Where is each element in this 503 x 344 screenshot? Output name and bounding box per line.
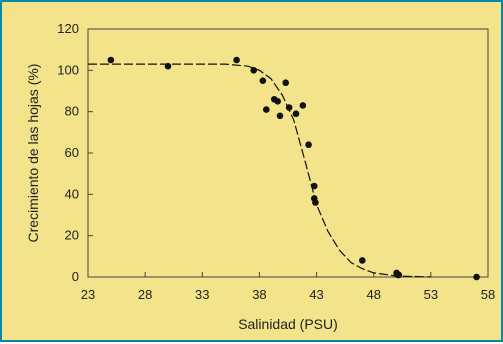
data-points [107, 56, 480, 281]
y-tick-label: 80 [65, 104, 79, 119]
data-point [259, 77, 267, 84]
data-point [107, 56, 115, 64]
data-point [282, 79, 290, 87]
y-tick-label: 20 [65, 228, 79, 243]
data-point [299, 102, 307, 109]
x-tick-label: 33 [195, 287, 209, 302]
x-axis: 23 28 33 38 43 48 53 58 [81, 272, 495, 302]
data-point [395, 271, 403, 279]
data-point [285, 104, 293, 111]
data-point [473, 273, 480, 281]
x-tick-label: 23 [81, 287, 95, 302]
y-axis-label: Crecimiento de las hojas (%) [25, 64, 41, 243]
data-point [292, 110, 300, 118]
x-tick-label: 28 [138, 287, 152, 302]
data-point [310, 182, 318, 190]
x-tick-label: 58 [481, 287, 495, 302]
y-tick-label: 100 [57, 62, 79, 77]
data-point [233, 56, 240, 64]
data-point [250, 67, 258, 74]
data-point [262, 106, 270, 113]
y-tick-label: 120 [57, 21, 79, 36]
y-tick-label: 0 [72, 269, 79, 284]
fit-curve [88, 63, 431, 278]
y-tick-label: 60 [65, 145, 79, 160]
data-point [358, 257, 366, 264]
data-point [274, 98, 282, 105]
x-axis-label: Salinidad (PSU) [238, 316, 338, 332]
data-point [164, 62, 172, 70]
data-point [312, 199, 319, 206]
x-tick-label: 38 [252, 287, 266, 302]
plot-area [87, 28, 489, 278]
x-tick-label: 43 [309, 287, 323, 302]
y-tick-label: 40 [65, 186, 79, 201]
x-tick-label: 53 [424, 287, 438, 302]
x-tick-label: 48 [366, 287, 380, 302]
y-axis: 0 20 40 60 80 100 120 [57, 21, 93, 284]
data-point [276, 112, 284, 120]
data-point [305, 141, 312, 149]
